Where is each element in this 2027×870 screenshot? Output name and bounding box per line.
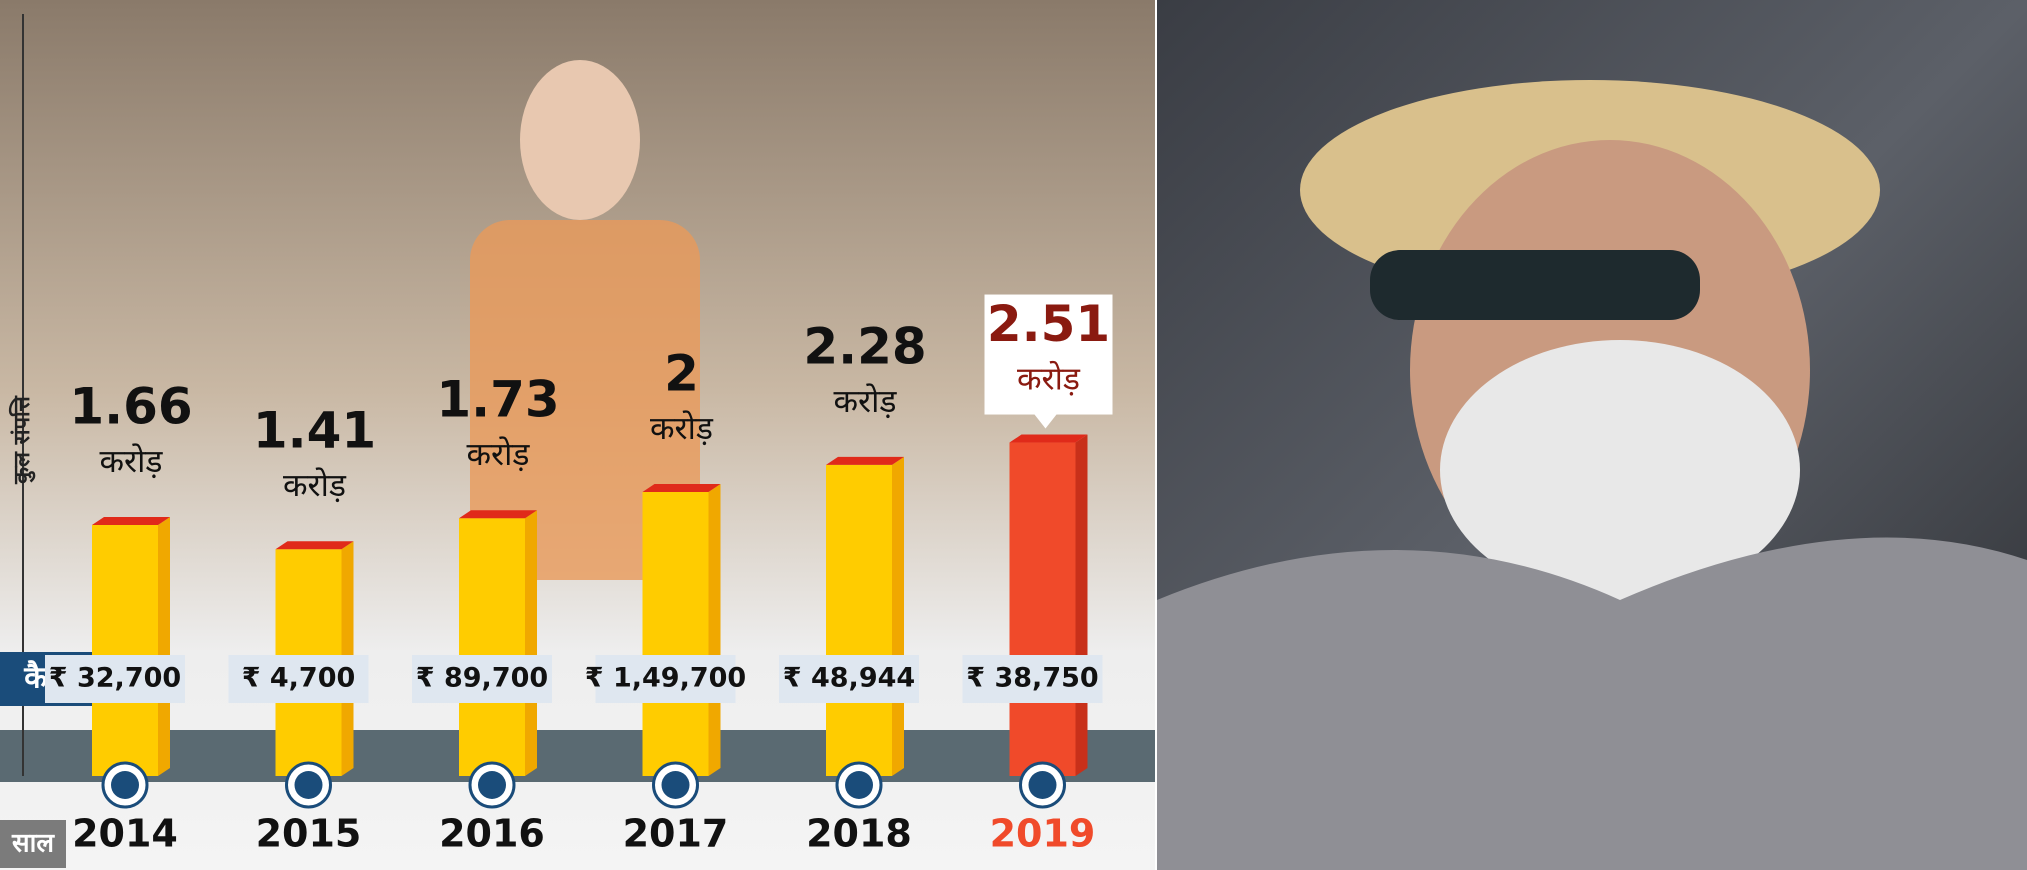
cash-value: ₹ 1,49,700 xyxy=(585,663,746,694)
bar-top xyxy=(275,541,354,550)
cash-box xyxy=(228,655,369,703)
bar-side xyxy=(892,456,904,776)
value-label-box xyxy=(984,294,1113,415)
year-marker-dot xyxy=(1028,771,1057,799)
cash-box xyxy=(595,655,736,703)
value-label-pointer xyxy=(1034,414,1057,429)
portrait-coat xyxy=(1157,537,2027,870)
cash-value: ₹ 38,750 xyxy=(966,663,1098,694)
year-axis-label: साल xyxy=(11,829,55,859)
year-label-box xyxy=(0,820,66,868)
year-marker-dot xyxy=(845,771,873,799)
bar xyxy=(1009,442,1076,776)
floor-band xyxy=(0,730,1155,782)
bar xyxy=(642,492,709,776)
cash-box xyxy=(779,655,919,703)
bar-side xyxy=(708,484,721,776)
bar-side xyxy=(1075,434,1088,776)
value-label: 2 xyxy=(664,345,699,403)
bar-top xyxy=(459,510,537,519)
cash-value: ₹ 48,944 xyxy=(783,663,915,694)
cash-value: ₹ 89,700 xyxy=(416,663,548,694)
year-marker-dot xyxy=(294,771,323,799)
year-marker-dot xyxy=(111,771,139,799)
bar-side xyxy=(525,510,537,776)
value-unit: करोड़ xyxy=(466,435,530,473)
x-tick-label: 2019 xyxy=(990,812,1096,856)
cash-box xyxy=(45,655,185,703)
value-unit: करोड़ xyxy=(650,409,714,447)
year-marker-dot xyxy=(661,771,690,799)
photo-figure xyxy=(520,60,640,220)
portrait-sunglasses xyxy=(1370,250,1700,320)
x-tick-label: 2018 xyxy=(806,812,912,856)
value-unit: करोड़ xyxy=(833,382,897,420)
cash-box xyxy=(962,655,1103,703)
x-tick-label: 2014 xyxy=(72,812,178,856)
bar-top xyxy=(92,516,170,525)
photo-figure xyxy=(470,220,700,580)
bar-top xyxy=(642,484,721,492)
value-label: 2.51 xyxy=(987,295,1110,353)
portrait-beard xyxy=(1440,340,1800,600)
x-tick-label: 2016 xyxy=(439,812,545,856)
axis-label: कुल संपत्ति xyxy=(8,395,36,485)
value-label: 1.41 xyxy=(253,402,376,460)
value-unit: करोड़ xyxy=(1017,360,1081,398)
bar xyxy=(459,518,525,776)
year-marker-dot xyxy=(478,771,506,799)
value-label: 1.66 xyxy=(69,377,192,435)
value-unit: करोड़ xyxy=(99,442,163,480)
bar-top xyxy=(1009,434,1088,443)
cash-box xyxy=(412,655,552,703)
bar-side xyxy=(158,516,170,776)
cash-value: ₹ 4,700 xyxy=(242,663,356,694)
x-tick-label: 2015 xyxy=(256,812,362,856)
bar xyxy=(92,524,158,776)
bar-top xyxy=(826,456,904,465)
bar xyxy=(826,464,892,776)
value-unit: करोड़ xyxy=(283,466,347,504)
cash-value: ₹ 32,700 xyxy=(49,663,181,694)
value-label: 1.73 xyxy=(436,371,559,429)
x-tick-label: 2017 xyxy=(623,812,729,856)
value-label: 2.28 xyxy=(803,317,926,375)
